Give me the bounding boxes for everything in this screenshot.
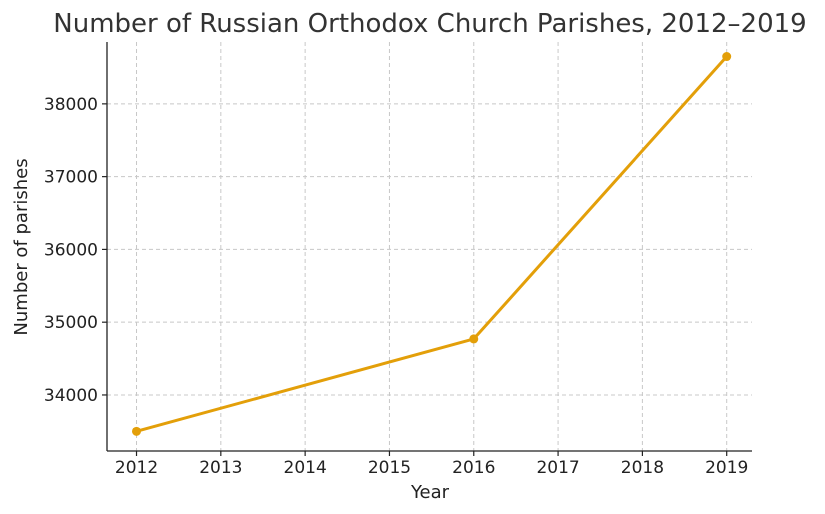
grid — [107, 42, 752, 451]
y-tick-label: 34000 — [44, 386, 98, 406]
x-tick-label: 2014 — [284, 458, 327, 478]
x-tick-label: 2016 — [452, 458, 495, 478]
x-axis-label: Year — [410, 482, 450, 503]
y-tick-label: 35000 — [44, 313, 98, 333]
y-tick-label: 36000 — [44, 240, 98, 260]
x-tick-label: 2015 — [368, 458, 411, 478]
axes — [106, 42, 752, 452]
y-tick-label: 37000 — [44, 168, 98, 188]
data-point — [132, 426, 142, 436]
x-tick-label: 2017 — [536, 458, 579, 478]
data-point — [722, 52, 732, 62]
x-tick-label: 2019 — [705, 458, 748, 478]
y-axis-label: Number of parishes — [11, 158, 32, 335]
y-tick-label: 38000 — [44, 95, 98, 115]
chart-title: Number of Russian Orthodox Church Parish… — [53, 9, 806, 39]
data-point — [469, 334, 479, 344]
x-tick-label: 2013 — [199, 458, 242, 478]
x-tick-label: 2018 — [621, 458, 664, 478]
x-tick-label: 2012 — [115, 458, 158, 478]
ticks: 2012 2013 2014 2015 2016 2017 2018 2019 34000 350… — [44, 95, 748, 478]
series — [132, 52, 732, 436]
series-line — [136, 55, 728, 433]
